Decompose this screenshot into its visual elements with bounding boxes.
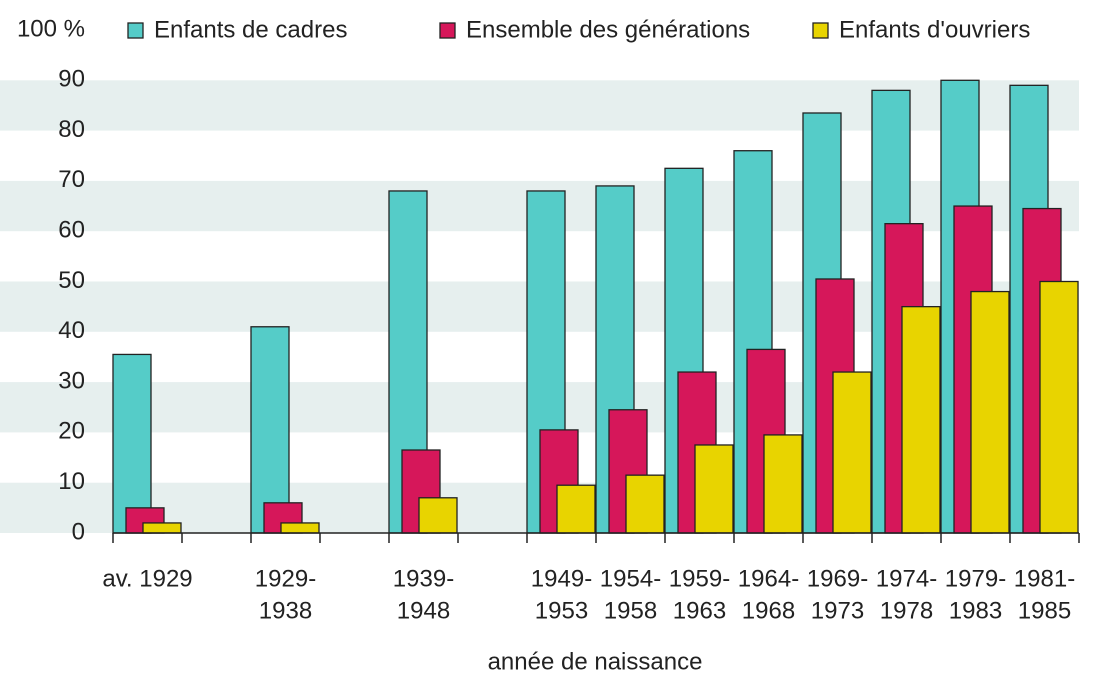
y-tick-label: 60 [58, 217, 85, 244]
bar [1039, 280, 1079, 534]
y-tick-label: 100 % [17, 15, 85, 42]
y-tick-label: 20 [58, 418, 85, 445]
y-tick-label: 0 [72, 518, 85, 545]
bar [142, 522, 182, 534]
x-tick-label: 1983 [949, 597, 1002, 624]
bar [694, 444, 734, 534]
bar [418, 497, 458, 534]
legend-swatch [439, 22, 456, 39]
bar [280, 522, 320, 534]
bar [832, 371, 872, 534]
bar [250, 326, 290, 534]
x-tick-label: 1954- [600, 565, 661, 592]
bar [556, 484, 596, 534]
x-tick-label: 1981- [1014, 565, 1075, 592]
legend-label: Ensemble des générations [466, 16, 750, 43]
legend-swatch [812, 22, 829, 39]
x-axis-label: année de naissance [488, 648, 703, 675]
y-tick-label: 40 [58, 317, 85, 344]
x-tick-label: 1978 [880, 597, 933, 624]
bar [970, 290, 1010, 534]
x-tick-label: 1953 [535, 597, 588, 624]
x-tick-label: 1968 [742, 597, 795, 624]
x-tick-label: 1958 [604, 597, 657, 624]
x-tick-label: 1979- [945, 565, 1006, 592]
y-tick-label: 30 [58, 367, 85, 394]
x-tick-label: 1949- [531, 565, 592, 592]
y-tick-label: 50 [58, 267, 85, 294]
bar [112, 353, 152, 534]
legend-swatch [127, 22, 144, 39]
bar [763, 434, 803, 534]
x-tick-label: av. 1929 [102, 565, 192, 592]
y-tick-label: 90 [58, 66, 85, 93]
x-tick-label: 1939- [393, 565, 454, 592]
y-tick-label: 80 [58, 116, 85, 143]
x-tick-label: 1969- [807, 565, 868, 592]
x-tick-label: 1938 [259, 597, 312, 624]
x-tick-label: 1985 [1018, 597, 1071, 624]
x-tick-label: 1959- [669, 565, 730, 592]
x-tick-label: 1963 [673, 597, 726, 624]
bar [901, 305, 941, 534]
y-tick-label: 10 [58, 468, 85, 495]
x-tick-label: 1948 [397, 597, 450, 624]
x-tick-label: 1973 [811, 597, 864, 624]
x-tick-label: 1974- [876, 565, 937, 592]
x-tick-label: 1964- [738, 565, 799, 592]
grid-band [0, 80, 1079, 131]
legend-label: Enfants de cadres [154, 16, 347, 43]
x-tick-label: 1929- [255, 565, 316, 592]
legend-label: Enfants d'ouvriers [839, 16, 1030, 43]
y-tick-label: 70 [58, 166, 85, 193]
bar [625, 474, 665, 534]
